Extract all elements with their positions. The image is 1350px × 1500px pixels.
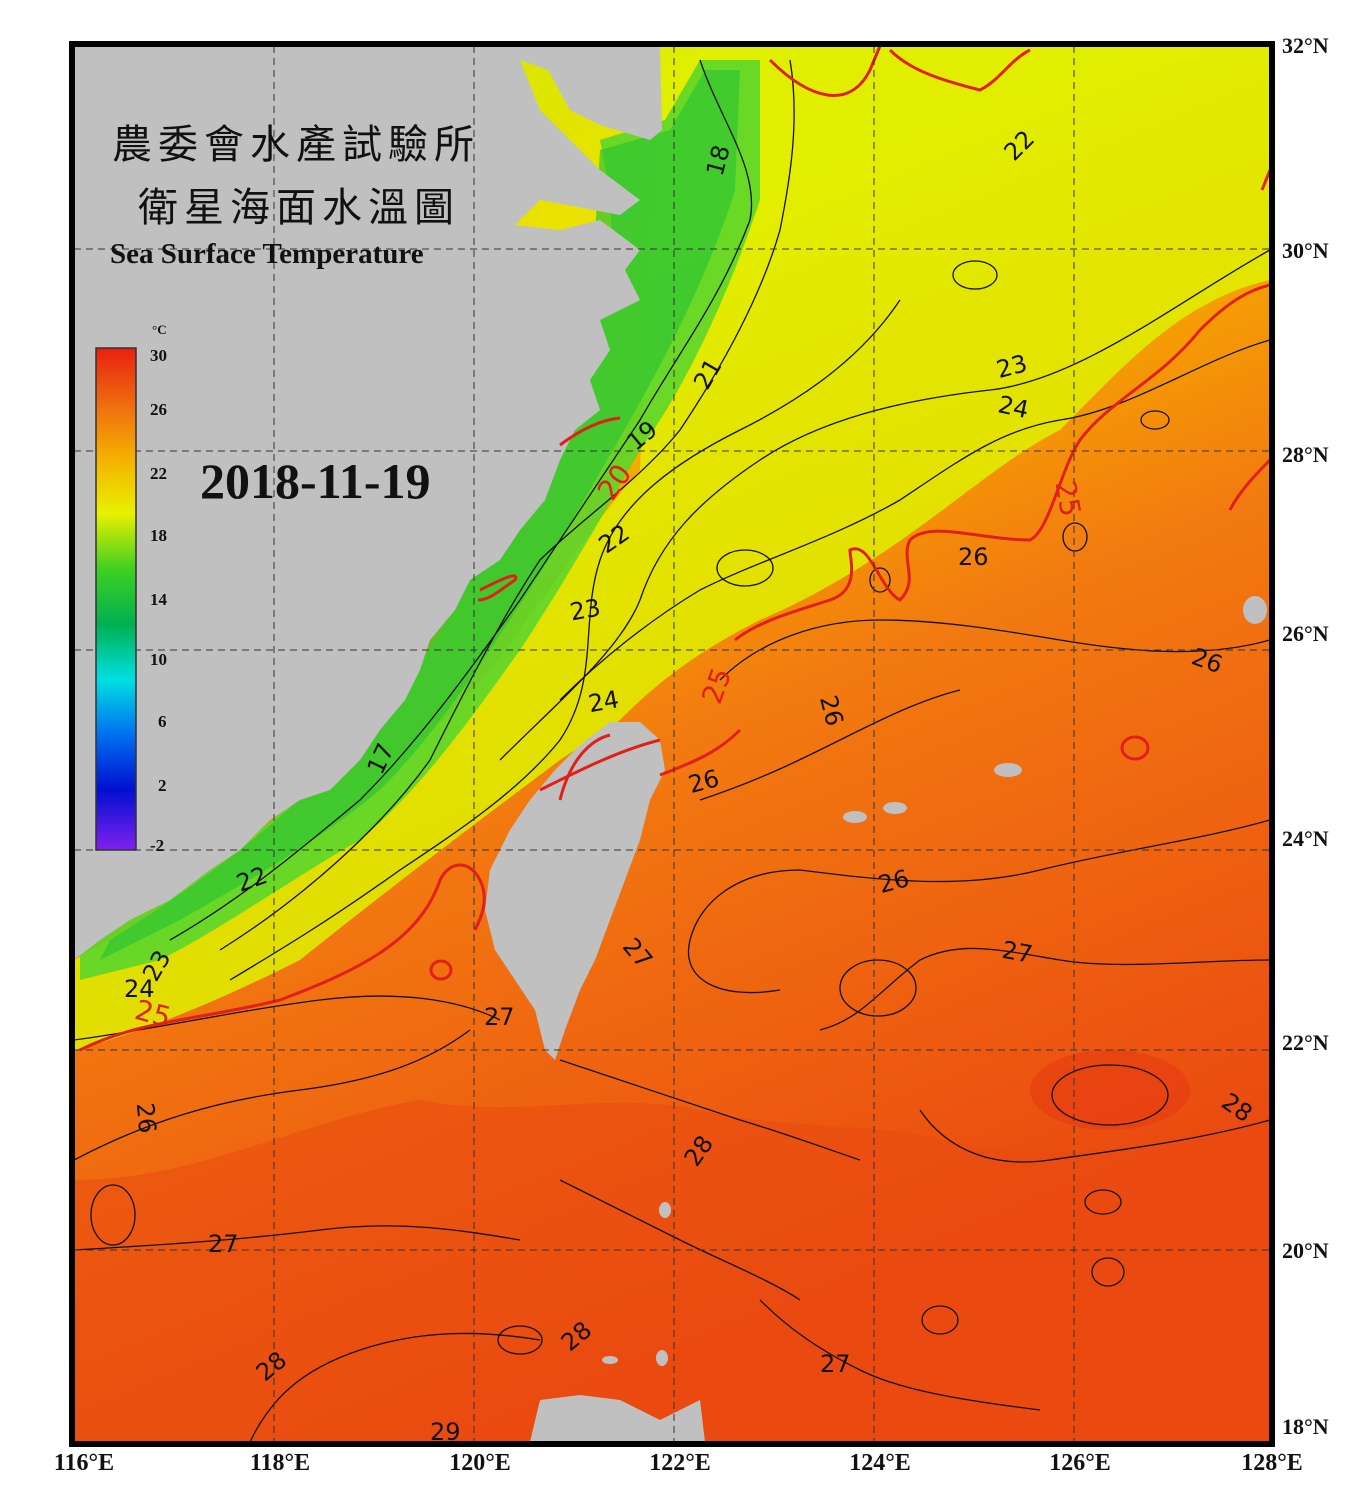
colorbar-tick: 6 [158, 712, 167, 731]
colorbar-tick: 10 [150, 650, 167, 669]
island [602, 1356, 618, 1364]
colorbar [95, 347, 137, 851]
colorbar-tick: 2 [158, 776, 167, 795]
graticule [74, 46, 1270, 1442]
latitude-label: 20°N [1282, 1238, 1329, 1263]
isotherm-label: 24 [586, 685, 621, 718]
title-chinese-agency: 農委會水產試驗所 [112, 122, 480, 168]
longitude-label: 118°E [249, 1450, 311, 1476]
latitude-label: 32°N [1282, 33, 1329, 58]
mainland-china-land [74, 46, 662, 960]
colorbar-unit: °C [152, 322, 167, 337]
latitude-label: 22°N [1282, 1030, 1329, 1055]
colorbar-tick: 30 [150, 346, 167, 365]
latitude-label: 18°N [1282, 1414, 1329, 1439]
latitude-label: 28°N [1282, 442, 1329, 467]
isotherm-label: 23 [568, 594, 603, 627]
warm-eddy [1030, 1050, 1190, 1130]
colorbar-tick: 26 [150, 400, 167, 419]
longitude-label: 116°E [53, 1450, 115, 1476]
longitude-label: 126°E [1049, 1450, 1111, 1476]
map-date: 2018-11-19 [200, 453, 431, 509]
isotherm-label: 27 [484, 1003, 515, 1031]
island [1243, 596, 1267, 624]
luzon-land [530, 1395, 705, 1442]
island [994, 763, 1022, 777]
cold-coastal-water-inner [100, 70, 740, 960]
island [843, 811, 867, 823]
isotherm-label: 24 [124, 975, 155, 1003]
longitude-label: 124°E [849, 1450, 911, 1476]
isotherm-label: 27 [1000, 936, 1035, 969]
latitude-label: 24°N [1282, 826, 1329, 851]
latitude-label: 26°N [1282, 621, 1329, 646]
colorbar-tick: 14 [150, 590, 167, 609]
isotherm-label: 25 [1048, 478, 1087, 519]
isotherm-label: 24 [996, 390, 1032, 424]
latitude-label: 30°N [1282, 238, 1329, 263]
longitude-label: 128°E [1241, 1450, 1303, 1476]
isotherm-lines [74, 59, 1270, 1442]
taiwan-land [485, 722, 665, 1060]
island [883, 802, 907, 814]
longitude-label: 120°E [449, 1450, 511, 1476]
island [659, 1202, 671, 1218]
isotherm-label: 26 [131, 1102, 162, 1135]
isotherm-label: 29 [430, 1418, 461, 1446]
colorbar-tick: 18 [150, 526, 167, 545]
isotherm-label: 27 [820, 1350, 851, 1378]
isotherm-labels: 18 19 20 21 22 22 22 23 23 23 24 24 24 2… [124, 125, 1257, 1446]
island [656, 1350, 668, 1366]
title-english: Sea Surface Temperature [110, 238, 424, 270]
isotherm-label: 26 [958, 543, 989, 571]
colorbar-tick: 22 [150, 464, 167, 483]
warm-water-zone [74, 1100, 1270, 1442]
longitude-label: 122°E [649, 1450, 711, 1476]
isotherm-25-lines [79, 46, 1270, 1052]
colorbar-tick: -2 [150, 836, 165, 855]
title-chinese-map: 衛星海面水溫圖 [138, 185, 460, 231]
isotherm-label: 27 [208, 1230, 239, 1258]
map-frame [69, 41, 1275, 1447]
